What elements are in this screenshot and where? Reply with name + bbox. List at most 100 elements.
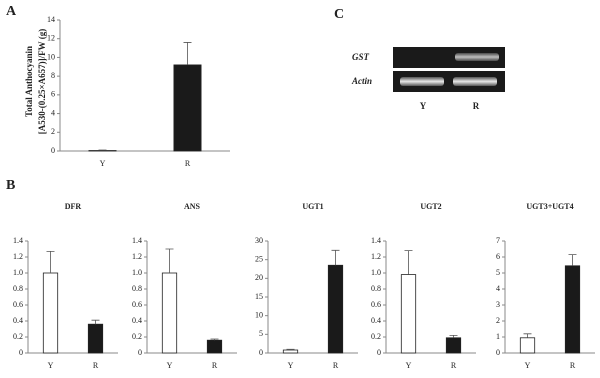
y-tick-label: 0 <box>138 348 142 357</box>
y-tick-label: 6 <box>51 90 55 99</box>
y-tick-label: 0 <box>377 348 381 357</box>
error-bar <box>523 333 532 338</box>
y-tick-label: 4 <box>51 108 55 117</box>
gel-band <box>400 77 444 86</box>
x-tick-label: Y <box>525 361 531 370</box>
y-tick-label: 0.8 <box>132 284 142 293</box>
chart-title: UGT2 <box>420 202 441 211</box>
panel-label: C <box>334 7 344 22</box>
error-bar <box>210 338 219 341</box>
x-tick-label: R <box>333 361 339 370</box>
y-tick-label: 25 <box>255 254 263 263</box>
y-tick-label: 0 <box>496 348 500 357</box>
y-tick-label: 1.0 <box>132 268 142 277</box>
y-tick-label: 0.2 <box>371 332 381 341</box>
bar <box>400 274 417 354</box>
y-axis-label: [A530-(0.25×A657)]/FW (g) <box>37 29 47 134</box>
y-tick-label: 2 <box>51 127 55 136</box>
y-tick-label: 5 <box>496 268 500 277</box>
y-tick-label: 15 <box>255 292 263 301</box>
bar <box>87 323 104 354</box>
bar <box>564 265 581 354</box>
y-tick-label: 30 <box>255 236 263 245</box>
bar <box>327 264 344 354</box>
x-tick-label: Y <box>288 361 294 370</box>
error-bar <box>286 348 295 351</box>
y-tick-label: 0.2 <box>132 332 142 341</box>
y-tick-label: 12 <box>47 34 55 43</box>
y-tick-label: 0.4 <box>371 316 381 325</box>
chart-title: UGT1 <box>302 202 323 211</box>
y-tick-label: 5 <box>259 329 263 338</box>
error-bar <box>331 249 340 266</box>
x-tick-label: R <box>185 159 191 168</box>
y-tick-label: 0.4 <box>13 316 23 325</box>
y-tick-label: 14 <box>47 15 55 24</box>
gel-image <box>393 47 505 92</box>
error-bar <box>46 251 55 273</box>
bar <box>519 337 536 354</box>
x-tick-label: R <box>212 361 218 370</box>
error-bar <box>404 250 413 275</box>
x-tick-label: Y <box>48 361 54 370</box>
y-tick-label: 1.2 <box>132 252 142 261</box>
error-bar <box>449 335 458 338</box>
gel-lane-label: Y <box>420 101 427 111</box>
y-tick-label: 0 <box>19 348 23 357</box>
gel-row-label: Actin <box>351 76 372 86</box>
y-tick-label: 8 <box>51 71 55 80</box>
y-tick-label: 0.8 <box>371 284 381 293</box>
y-tick-label: 1.4 <box>371 236 381 245</box>
x-tick-label: R <box>570 361 576 370</box>
y-axis-label: Total Anthocyanin <box>24 46 34 117</box>
chart-title: ANS <box>184 202 201 211</box>
y-tick-label: 1.0 <box>13 268 23 277</box>
y-tick-label: 2 <box>496 316 500 325</box>
x-tick-label: Y <box>167 361 173 370</box>
gel-band <box>453 77 497 86</box>
y-tick-label: 1.2 <box>13 252 23 261</box>
bar <box>173 64 202 152</box>
y-tick-label: 0.6 <box>371 300 381 309</box>
y-tick-label: 1.0 <box>371 268 381 277</box>
error-bar <box>183 42 192 65</box>
bar <box>206 339 223 354</box>
x-tick-label: Y <box>406 361 412 370</box>
x-tick-label: R <box>93 361 99 370</box>
panel-label: B <box>6 178 15 193</box>
error-bar <box>568 254 577 266</box>
y-tick-label: 1.4 <box>13 236 23 245</box>
gel-row <box>393 47 505 68</box>
y-tick-label: 10 <box>47 52 55 61</box>
y-tick-label: 3 <box>496 300 500 309</box>
y-tick-label: 0.8 <box>13 284 23 293</box>
y-tick-label: 20 <box>255 273 263 282</box>
y-tick-label: 0 <box>259 348 263 357</box>
gel-row <box>393 71 505 92</box>
y-tick-label: 1.4 <box>132 236 142 245</box>
error-bar <box>91 319 100 325</box>
chart-title: DFR <box>65 202 82 211</box>
bar <box>42 272 59 354</box>
y-tick-label: 0.6 <box>132 300 142 309</box>
y-tick-label: 10 <box>255 310 263 319</box>
bar <box>445 337 462 354</box>
y-tick-label: 0.6 <box>13 300 23 309</box>
y-tick-label: 0.4 <box>132 316 142 325</box>
gel-lane-label: R <box>473 101 480 111</box>
y-tick-label: 0.2 <box>13 332 23 341</box>
x-tick-label: Y <box>100 159 106 168</box>
error-bar <box>165 248 174 273</box>
gel-row-label: GST <box>352 52 370 62</box>
y-tick-label: 0 <box>51 146 55 155</box>
x-tick-label: R <box>451 361 457 370</box>
y-tick-label: 1 <box>496 332 500 341</box>
bar <box>161 272 178 354</box>
bar <box>282 349 299 354</box>
panel-label: A <box>6 4 17 19</box>
chart-title: UGT3+UGT4 <box>526 202 573 211</box>
y-tick-label: 4 <box>496 284 500 293</box>
y-tick-label: 7 <box>496 236 500 245</box>
